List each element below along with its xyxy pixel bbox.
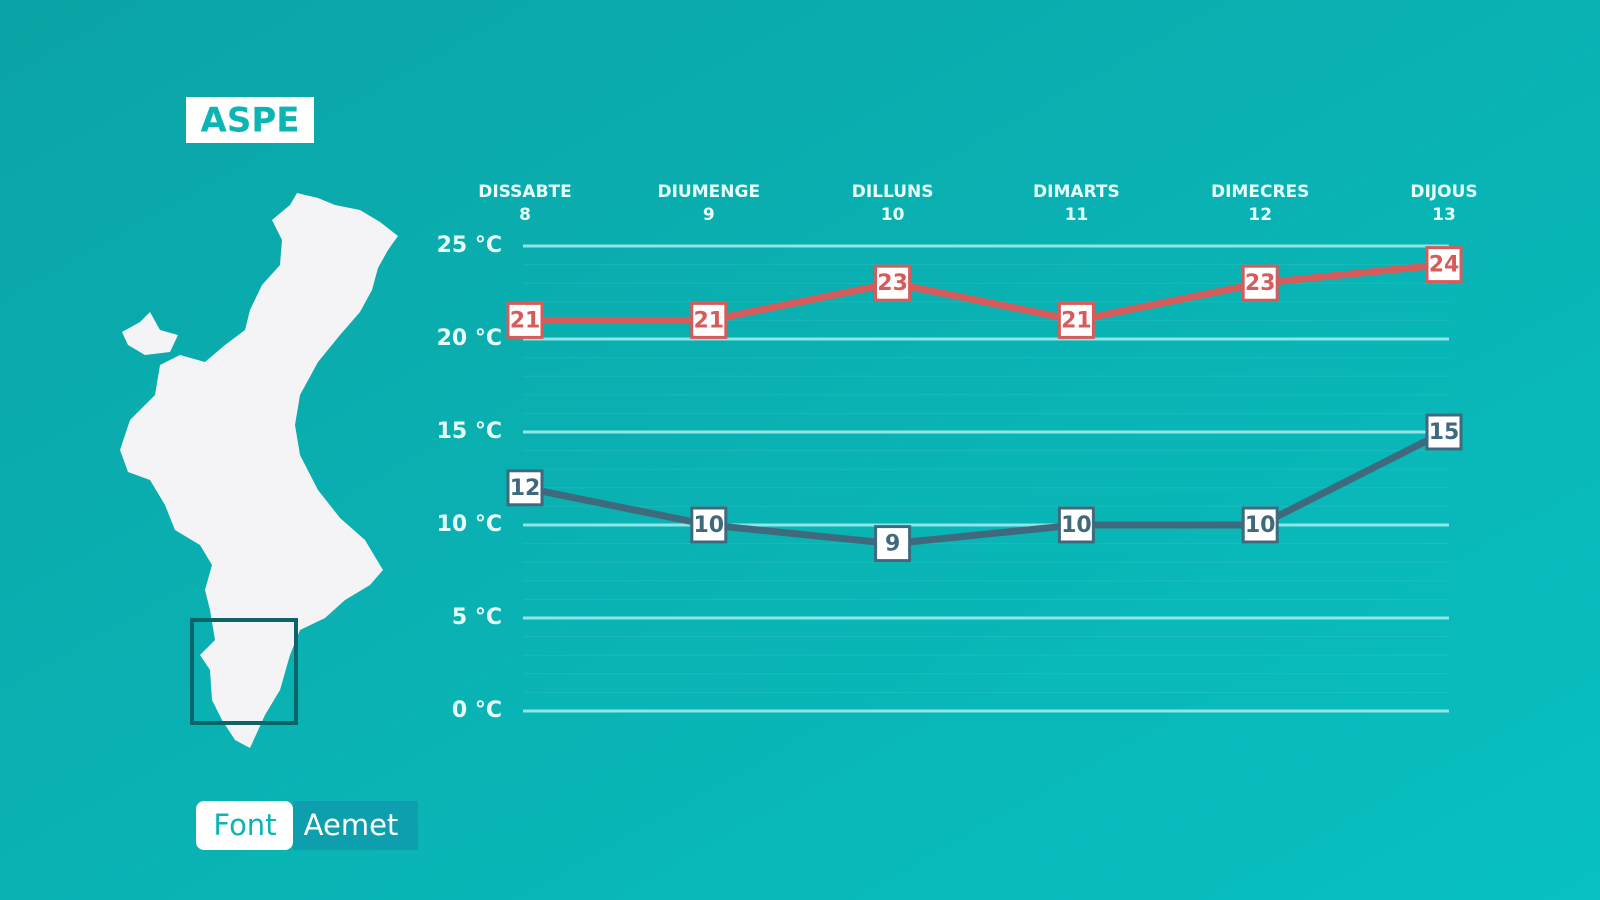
- data-label: 15: [1429, 420, 1460, 445]
- data-label: 10: [1245, 513, 1276, 538]
- data-label: 21: [510, 308, 541, 333]
- source-label-box: [196, 801, 293, 850]
- data-label: 21: [693, 308, 724, 333]
- data-marker: [506, 469, 544, 507]
- data-marker: [1241, 264, 1279, 302]
- source-label: Font: [213, 808, 276, 842]
- island: [122, 312, 178, 355]
- data-label: 10: [1061, 513, 1092, 538]
- y-tick-label: 20 °C: [437, 326, 502, 351]
- y-tick-label: 10 °C: [437, 512, 502, 537]
- day-number: 13: [1432, 205, 1456, 225]
- plot: 0 °C 5 °C 10 °C 15 °C 20 °C 25 °C DISSABTE 8 DIU…: [437, 182, 1478, 723]
- y-tick-label: 25 °C: [437, 233, 502, 258]
- day-number: 9: [703, 205, 715, 225]
- title-box: [186, 97, 314, 143]
- day-name: DISSABTE: [478, 182, 571, 202]
- data-marker: [1241, 506, 1279, 544]
- data-marker: [690, 506, 728, 544]
- data-marker: [1057, 301, 1095, 339]
- data-marker: [690, 301, 728, 339]
- data-marker: [506, 301, 544, 339]
- data-label: 12: [510, 476, 541, 501]
- data-label: 24: [1429, 253, 1460, 278]
- data-marker: [1425, 246, 1463, 284]
- y-tick-label: 5 °C: [452, 605, 502, 630]
- data-marker: [874, 525, 912, 563]
- y-tick-label: 0 °C: [452, 698, 502, 723]
- day-number: 8: [519, 205, 531, 225]
- day-name: DIJOUS: [1410, 182, 1477, 202]
- data-label: 9: [885, 532, 900, 557]
- location-box: [190, 618, 298, 725]
- day-number: 12: [1248, 205, 1272, 225]
- day-name: DIUMENGE: [658, 182, 761, 202]
- data-marker: [874, 264, 912, 302]
- y-tick-label: 15 °C: [437, 419, 502, 444]
- series-line: [524, 428, 1446, 548]
- data-label: 10: [693, 513, 724, 538]
- day-name: DIMECRES: [1211, 182, 1309, 202]
- day-name: DILLUNS: [852, 182, 934, 202]
- day-number: 10: [881, 205, 905, 225]
- day-number: 11: [1065, 205, 1089, 225]
- data-marker: [1057, 506, 1095, 544]
- data-label: 21: [1061, 308, 1092, 333]
- data-label: 23: [1245, 271, 1276, 296]
- source-value-box: [293, 801, 418, 850]
- data-label: 23: [877, 271, 908, 296]
- source-value: Aemet: [304, 808, 399, 842]
- region-map: [120, 193, 398, 748]
- title: ASPE: [201, 101, 300, 141]
- day-name: DIMARTS: [1033, 182, 1120, 202]
- series-line: [525, 261, 1445, 324]
- data-marker: [1425, 413, 1463, 451]
